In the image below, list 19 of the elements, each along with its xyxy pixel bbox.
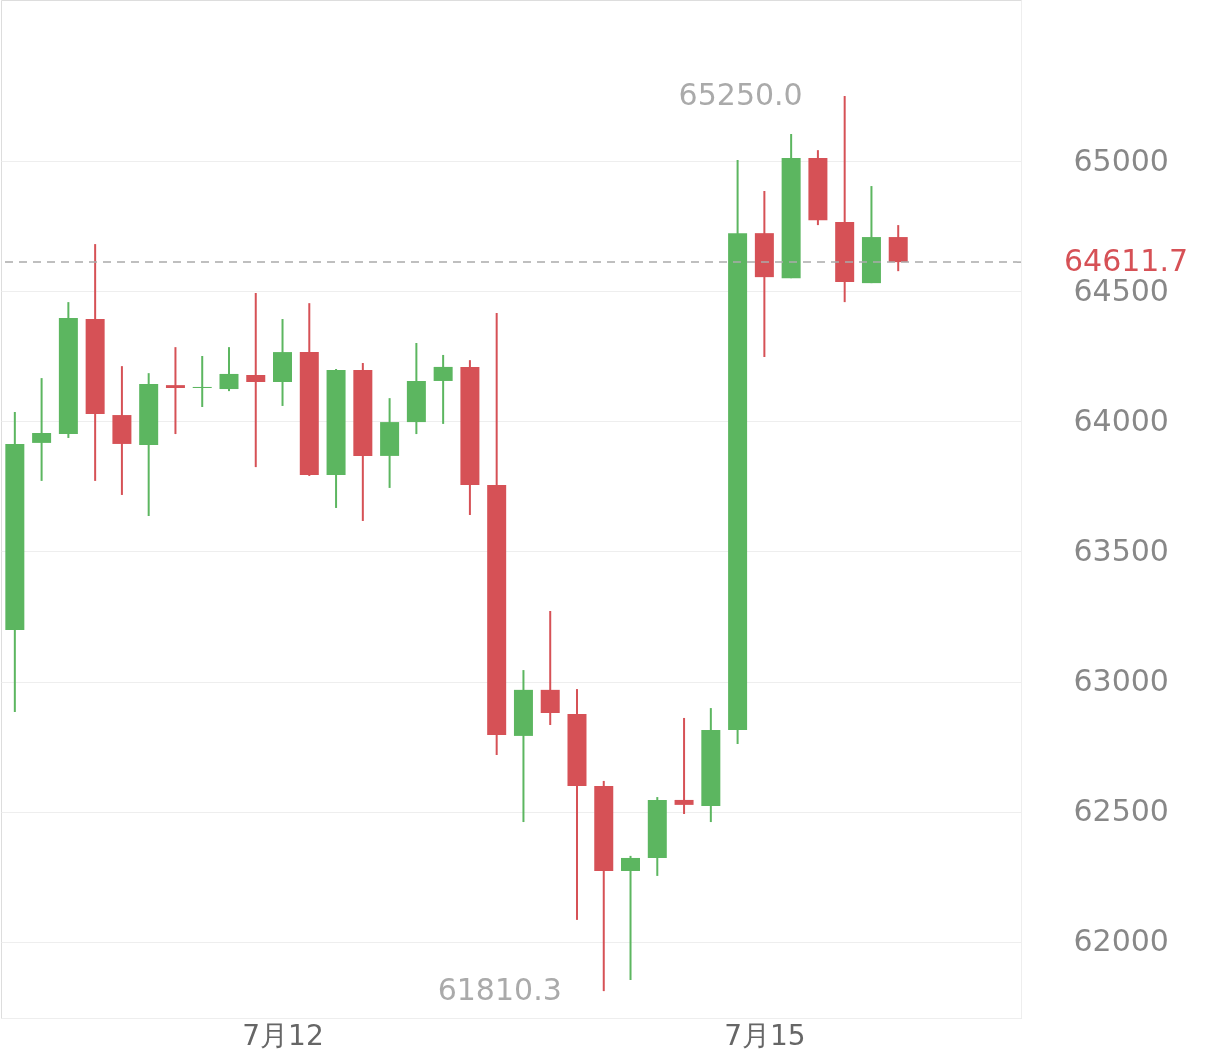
candlestick	[219, 346, 239, 393]
candlestick	[621, 854, 641, 982]
y-tick-label: 63000	[1073, 663, 1169, 699]
annotation: 61810.3	[437, 972, 562, 1008]
y-tick-label: 62500	[1073, 793, 1169, 829]
x-tick-label: 7月15	[724, 1018, 806, 1052]
y-tick-label: 64000	[1073, 402, 1169, 438]
x-tick-label: 7月12	[242, 1018, 324, 1052]
candlestick	[192, 354, 212, 408]
y-tick-label: 65000	[1073, 142, 1169, 178]
candlestick	[540, 610, 560, 726]
y-tick-label: 63500	[1073, 532, 1169, 568]
candlestick	[433, 353, 453, 425]
y-tick-label: 62000	[1073, 923, 1169, 959]
candlestick	[32, 377, 52, 482]
candlestick	[165, 346, 185, 436]
candlestick	[246, 292, 266, 469]
annotation: 65250.0	[678, 77, 803, 113]
candlestick	[674, 716, 694, 815]
